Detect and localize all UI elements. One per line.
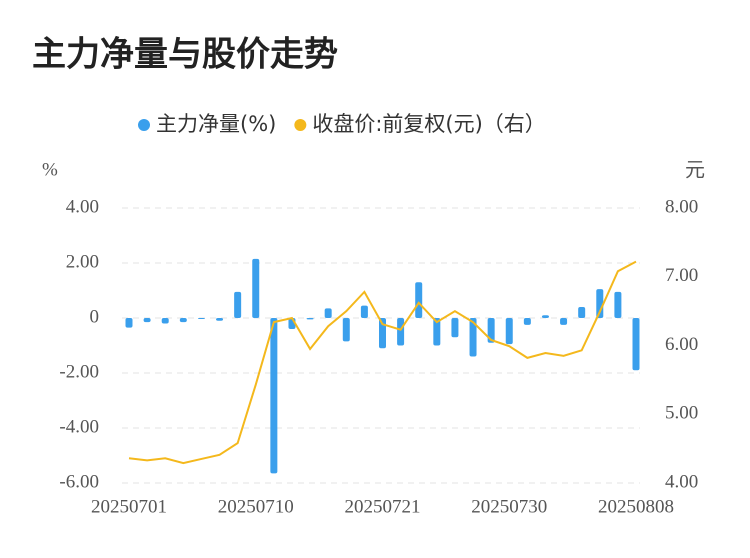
bar — [578, 307, 586, 318]
bar — [397, 318, 405, 346]
x-tick-label: 20250701 — [91, 496, 167, 517]
chart-title: 主力净量与股价走势 — [32, 35, 338, 75]
y-tick-label: 4.00 — [66, 196, 99, 217]
bar — [125, 318, 133, 328]
y2-tick-label: 4.00 — [665, 471, 698, 492]
y2-tick-label: 5.00 — [665, 403, 698, 424]
bar — [360, 305, 368, 318]
bar — [469, 318, 477, 357]
y2-tick-label: 7.00 — [665, 265, 698, 286]
x-tick-label: 20250710 — [218, 496, 294, 517]
bar — [596, 289, 604, 318]
bar — [614, 291, 622, 318]
bar — [487, 318, 495, 343]
bar — [161, 318, 169, 324]
bar — [252, 258, 260, 318]
bar — [560, 318, 568, 325]
bar — [342, 318, 350, 342]
bar — [197, 318, 205, 319]
x-tick-label: 20250730 — [471, 496, 547, 517]
bar — [632, 318, 640, 371]
x-tick-label: 20250721 — [345, 496, 421, 517]
legend-label: 主力净量(%) — [156, 112, 276, 136]
y2-tick-label: 6.00 — [665, 334, 698, 355]
bar — [541, 315, 549, 318]
bar — [216, 318, 224, 321]
x-tick-label: 20250808 — [598, 496, 674, 517]
legend-marker — [138, 119, 150, 131]
legend-marker — [294, 119, 307, 131]
bar — [505, 318, 513, 345]
bar — [306, 318, 314, 320]
bar — [523, 318, 531, 325]
price-line — [128, 260, 637, 465]
bar — [451, 318, 459, 338]
y-tick-label: -2.00 — [59, 361, 99, 382]
bar — [234, 291, 242, 318]
y-tick-label: 0 — [90, 306, 100, 327]
bar — [433, 318, 441, 346]
y-tick-label: 2.00 — [66, 251, 99, 272]
y-tick-label: -4.00 — [59, 416, 99, 437]
bar — [415, 282, 423, 318]
y-tick-label: -6.00 — [59, 471, 99, 492]
bar — [324, 308, 332, 318]
legend-label: 收盘价:前复权(元)（右） — [312, 112, 545, 136]
bar — [179, 318, 187, 323]
bar — [270, 318, 278, 474]
y-axis-label: % — [42, 159, 58, 180]
y2-axis-label: 元 — [685, 158, 705, 182]
y2-tick-label: 8.00 — [665, 196, 698, 217]
bar — [143, 318, 151, 323]
